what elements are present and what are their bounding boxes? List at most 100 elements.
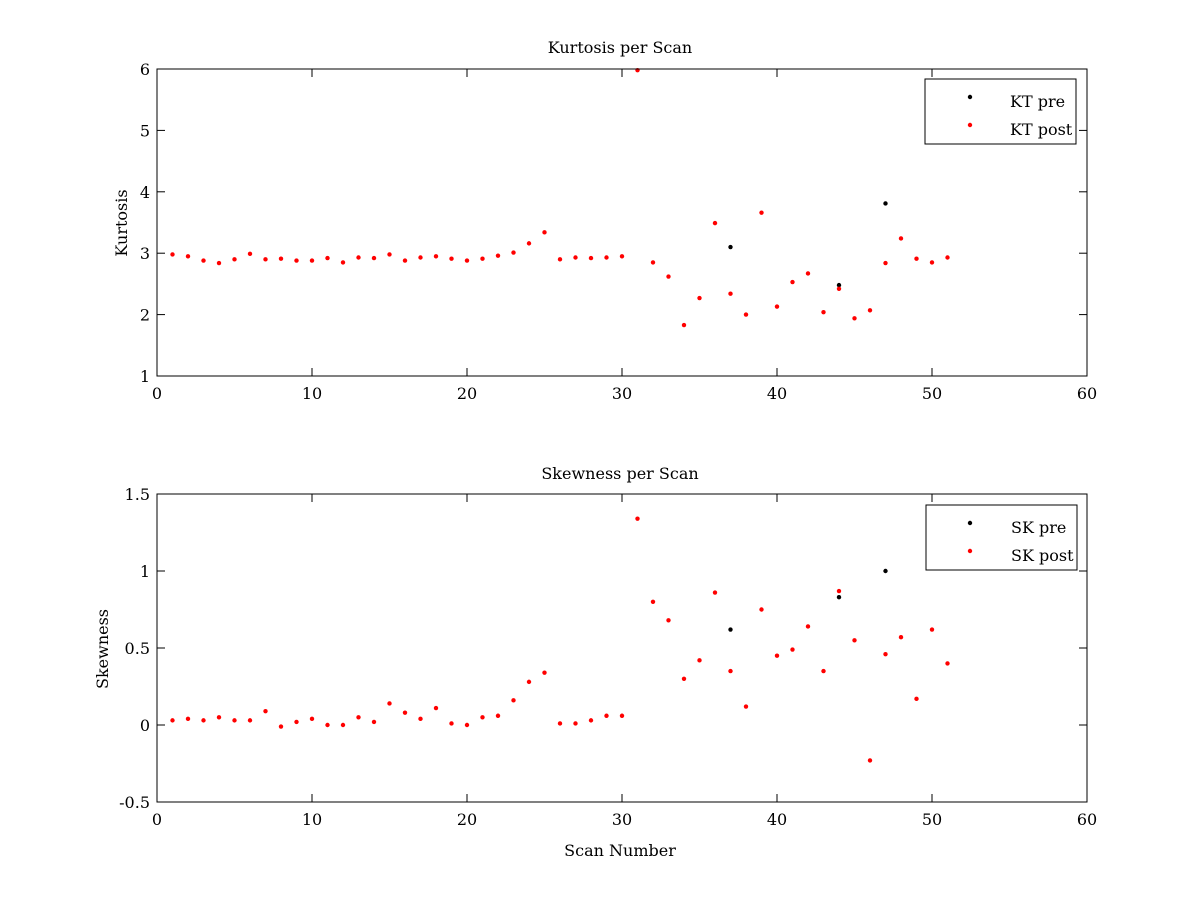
skewness-post-point (821, 668, 826, 674)
skewness-post-point (247, 718, 253, 723)
kurtosis-y-tick-label: 2 (140, 306, 150, 325)
skewness-post-point (340, 722, 346, 728)
kurtosis-post-point (216, 260, 222, 266)
skewness-x-tick-label: 30 (612, 810, 632, 829)
skewness-post-point (526, 679, 532, 685)
skewness-legend-label-post: SK post (1011, 546, 1074, 565)
skewness-post-point (805, 624, 811, 629)
kurtosis-post-point (557, 257, 563, 262)
skewness-post-point (294, 719, 299, 725)
kurtosis-post-point (433, 254, 439, 259)
kurtosis-pre-point (883, 201, 888, 206)
kurtosis-marks (170, 68, 950, 328)
skewness-post-point (464, 722, 470, 728)
kurtosis-post-point (340, 260, 346, 265)
kurtosis-post-point (170, 252, 175, 257)
kurtosis-x-tick-label: 0 (152, 384, 162, 403)
kurtosis-post-point (945, 255, 950, 260)
kurtosis-pre-point (836, 282, 842, 288)
skewness-post-point (635, 516, 640, 521)
kurtosis-legend-marker-post (967, 122, 973, 128)
skewness-y-tick-label: 1.5 (125, 485, 150, 504)
kurtosis-post-point (185, 254, 191, 259)
kurtosis-post-point (697, 295, 702, 301)
skewness-post-point (790, 647, 795, 652)
skewness-legend-box (925, 504, 1078, 571)
skewness-post-point (418, 716, 423, 722)
kurtosis-chart-title: Kurtosis per Scan (548, 38, 692, 57)
kurtosis-post-point (309, 258, 315, 263)
kurtosis-post-point (883, 260, 888, 266)
skewness-post-point (356, 715, 361, 720)
kurtosis-post-point (495, 253, 501, 258)
skewness-post-point (557, 721, 563, 726)
skewness-post-point (495, 713, 501, 718)
kurtosis-post-point (480, 256, 485, 261)
skewness-x-tick-label: 20 (457, 810, 477, 829)
skewness-ticks: 0 10 20 30 40 50 60-0.500.511.5 (119, 485, 1097, 829)
kurtosis-post-point (836, 286, 842, 292)
skewness-post-point (387, 701, 392, 706)
skewness-post-point (697, 658, 702, 663)
skewness-post-point (402, 710, 408, 715)
skewness-post-point (929, 627, 935, 632)
kurtosis-post-point (774, 304, 780, 309)
kurtosis-post-point (325, 255, 330, 261)
kurtosis-post-point (387, 252, 392, 257)
skewness-post-point (867, 758, 873, 763)
skewness-post-point (185, 716, 191, 722)
kurtosis-pre-point (728, 244, 733, 250)
kurtosis-plot-frame (156, 68, 1088, 377)
kurtosis-y-tick-label: 5 (140, 121, 150, 140)
skewness-post-point (433, 705, 439, 711)
kurtosis-post-point (681, 322, 687, 328)
skewness-post-point (309, 716, 315, 722)
skewness-post-point (836, 588, 842, 594)
skewness-post-point (852, 638, 857, 643)
kurtosis-post-point (898, 236, 904, 241)
kurtosis-legend-label-post: KT post (1010, 120, 1073, 139)
skewness-post-point (759, 607, 764, 612)
kurtosis-legend-box (924, 78, 1077, 145)
kurtosis-post-point (418, 255, 423, 260)
skewness-post-point (945, 661, 950, 666)
skewness-pre-point (836, 594, 842, 600)
kurtosis-x-tick-label: 10 (302, 384, 322, 403)
skewness-post-point (619, 713, 625, 718)
skewness-post-point (371, 719, 377, 725)
kurtosis-post-point (743, 312, 749, 317)
kurtosis-ticks: 0 10 20 30 40 50 60 1 2 3 4 5 6 (140, 60, 1097, 403)
kurtosis-post-point (588, 255, 594, 261)
kurtosis-post-point (294, 258, 299, 263)
kurtosis-post-point (247, 251, 253, 257)
kurtosis-post-point (278, 256, 284, 261)
skewness-marks (170, 516, 950, 763)
kurtosis-post-point (728, 291, 733, 296)
skewness-post-point (278, 724, 284, 729)
kurtosis-post-point (263, 257, 268, 262)
kurtosis-post-point (805, 271, 811, 276)
kurtosis-post-point (666, 274, 671, 279)
skewness-panel: Skewness per Scan Skewness Scan Number 0… (93, 464, 1097, 860)
skewness-y-tick-label: 1 (140, 562, 150, 581)
kurtosis-x-tick-label: 60 (1077, 384, 1097, 403)
skewness-y-tick-label: 0 (140, 716, 150, 735)
skewness-post-point (774, 653, 780, 658)
kurtosis-x-tick-label: 50 (922, 384, 942, 403)
kurtosis-post-point (356, 255, 361, 260)
skewness-post-point (232, 718, 237, 723)
kurtosis-post-point (573, 255, 578, 260)
skewness-plot-frame (156, 493, 1088, 803)
kurtosis-post-point (542, 230, 547, 235)
kurtosis-post-point (914, 256, 919, 261)
skewness-x-tick-label: 0 (152, 810, 162, 829)
kurtosis-post-point (929, 260, 935, 265)
kurtosis-post-point (821, 309, 826, 315)
kurtosis-post-point (604, 255, 609, 260)
kurtosis-post-point (232, 257, 237, 262)
skewness-post-point (743, 704, 749, 709)
skewness-post-point (898, 635, 904, 640)
skewness-x-tick-label: 40 (767, 810, 787, 829)
kurtosis-post-point (371, 255, 377, 261)
